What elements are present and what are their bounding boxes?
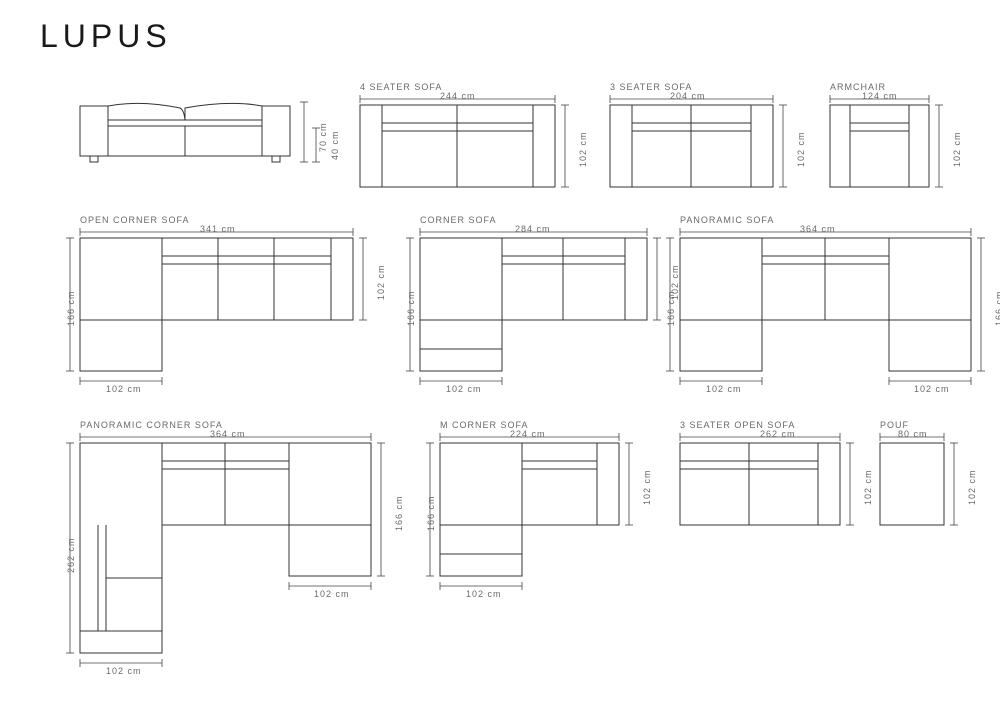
m-corner-sofa: 224 cm 102 cm 166 cm 102 cm: [440, 433, 645, 598]
perspective-drawing: 70 cm 40 cm: [80, 98, 300, 173]
open-corner-sofa: 341 cm 102 cm 166 cm 102 cm: [80, 228, 380, 393]
pouf: 80 cm 102 cm: [880, 433, 970, 530]
corner-sofa: 284 cm 102 cm 166 cm 102 cm: [420, 228, 670, 393]
label-open-corner: OPEN CORNER SOFA: [80, 215, 190, 225]
collection-title: LUPUS: [40, 18, 960, 55]
spec-sheet: LUPUS 70 cm 40 cm 4 SEATER SOFA 3 SEATER: [0, 0, 1000, 707]
four-seater-sofa: 244 cm 102 cm: [360, 95, 575, 192]
label-panoramic: PANORAMIC SOFA: [680, 215, 774, 225]
panoramic-sofa: 364 cm 166 cm 166 cm 102 cm 102 cm: [680, 228, 990, 393]
label-corner: CORNER SOFA: [420, 215, 497, 225]
dim-70: 70 cm: [318, 122, 328, 152]
three-seater-open: 262 cm 102 cm: [680, 433, 860, 530]
panoramic-corner-sofa: 364 cm 262 cm 166 cm 102 cm 102 cm: [80, 433, 400, 678]
armchair: 124 cm 102 cm: [830, 95, 952, 192]
dim-40: 40 cm: [330, 130, 340, 160]
three-seater-sofa: 204 cm 102 cm: [610, 95, 795, 192]
label-pan-corner: PANORAMIC CORNER SOFA: [80, 420, 223, 430]
label-4seater: 4 SEATER SOFA: [360, 82, 442, 92]
